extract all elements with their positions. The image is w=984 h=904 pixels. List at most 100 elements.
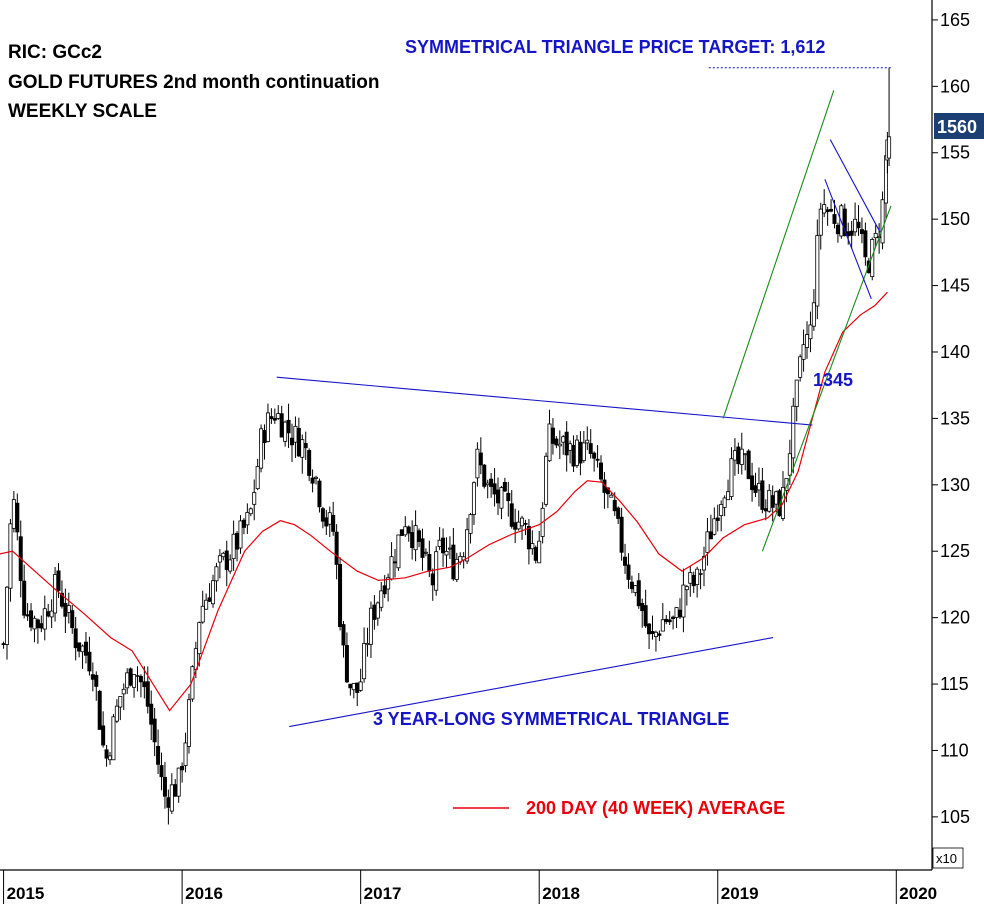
- candle-body: [736, 446, 741, 465]
- candle-body: [382, 585, 387, 595]
- candle-body: [430, 573, 435, 586]
- candle-body: [427, 554, 432, 572]
- candle-body: [334, 531, 339, 565]
- candle-body: [629, 581, 634, 590]
- candle-body: [684, 586, 689, 591]
- candle-body: [262, 429, 267, 444]
- candle-body: [108, 755, 113, 761]
- trendline-flag-lower: [824, 179, 872, 300]
- candle-body: [568, 443, 573, 451]
- y-tick-label: 155: [940, 143, 970, 163]
- annotation-price-target: SYMMETRICAL TRIANGLE PRICE TARGET: 1,612: [405, 37, 825, 57]
- candle-body: [211, 580, 216, 605]
- candle-body: [53, 574, 58, 614]
- candle-body: [750, 475, 755, 491]
- candle-body: [310, 477, 315, 484]
- candle-body: [739, 448, 744, 465]
- y-tick-label: 130: [940, 475, 970, 495]
- chart-title-scale: WEEKLY SCALE: [8, 101, 157, 122]
- candle-body: [660, 619, 665, 632]
- candle-body: [732, 450, 737, 461]
- candle-body: [698, 573, 703, 575]
- candle-body: [403, 526, 408, 536]
- chart-title-ric: RIC: GCc2: [8, 42, 102, 63]
- candle-body: [509, 503, 514, 527]
- candle-body: [399, 529, 404, 536]
- candle-body: [121, 688, 126, 695]
- candle-body: [818, 208, 823, 236]
- candle-body: [300, 439, 305, 458]
- candle-body: [145, 681, 150, 707]
- candle-body: [671, 616, 676, 619]
- candle-body: [688, 572, 693, 584]
- moving-average-line: [0, 291, 888, 712]
- y-tick-label: 160: [940, 76, 970, 96]
- candle-body: [595, 458, 600, 461]
- candle-body: [368, 607, 373, 645]
- candle-body: [647, 623, 652, 635]
- candle-body: [379, 590, 384, 608]
- candle-body: [152, 718, 157, 743]
- candle-body: [805, 334, 810, 348]
- candle-body: [293, 425, 298, 443]
- candle-body: [166, 797, 171, 808]
- candle-body: [156, 745, 161, 765]
- x-tick-label: 2020: [899, 884, 937, 903]
- candle-body: [636, 580, 641, 607]
- candle-body: [73, 628, 78, 649]
- y-tick-label: 110: [940, 740, 969, 760]
- candle-body: [811, 302, 816, 327]
- candle-body: [111, 716, 116, 761]
- candle-body: [118, 696, 123, 708]
- candle-body: [815, 235, 820, 307]
- candle-body: [245, 512, 250, 526]
- scale-multiplier-box: [932, 847, 964, 869]
- candle-body: [180, 766, 185, 771]
- candle-body: [437, 539, 442, 547]
- x-tick-label: 2019: [721, 884, 759, 903]
- candle-body: [513, 522, 518, 530]
- candle-body: [386, 577, 391, 590]
- candle-body: [138, 675, 143, 683]
- candle-body: [303, 443, 308, 449]
- candle-body: [746, 450, 751, 480]
- candle-body: [265, 412, 270, 442]
- candle-body: [705, 531, 710, 553]
- candle-body: [516, 521, 521, 530]
- candle-body: [787, 453, 792, 476]
- y-tick-label: 145: [940, 276, 970, 296]
- candle-body: [496, 489, 501, 504]
- candle-body: [296, 427, 301, 457]
- candle-body: [441, 537, 446, 554]
- candle-body: [348, 683, 353, 689]
- candle-body: [756, 482, 761, 491]
- candle-body: [42, 608, 47, 630]
- candle-body: [506, 492, 511, 502]
- candle-body: [362, 643, 367, 680]
- x-tick-label: 2017: [364, 884, 402, 903]
- candle-body: [221, 552, 226, 558]
- candle-body: [114, 705, 119, 722]
- candle-body: [39, 623, 44, 629]
- candle-body: [197, 622, 202, 655]
- x-axis-ticks: 2015 2016 2017 2018 2019 2020: [3, 870, 937, 904]
- candle-body: [640, 602, 645, 612]
- candle-body: [550, 427, 555, 444]
- candle-body: [94, 674, 99, 687]
- candle-body: [489, 478, 494, 487]
- candle-body: [726, 491, 731, 501]
- candle-body: [344, 645, 349, 683]
- candle-body: [887, 136, 892, 159]
- candle-body: [537, 540, 542, 564]
- candle-body: [338, 564, 343, 627]
- candle-body: [80, 645, 85, 653]
- candle-body: [870, 239, 875, 278]
- candle-body: [341, 624, 346, 646]
- candle-body: [492, 483, 497, 495]
- candle-body: [530, 543, 535, 550]
- candle-body: [276, 413, 281, 419]
- candle-body: [588, 443, 593, 454]
- candle-body: [774, 491, 779, 505]
- candle-body: [695, 568, 700, 585]
